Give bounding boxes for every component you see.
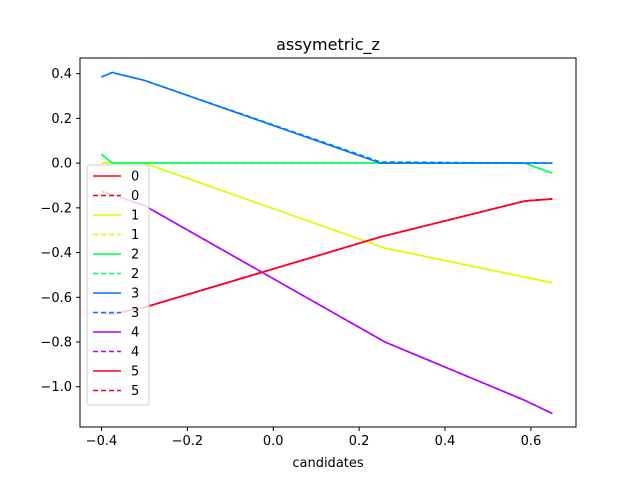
x-axis-label: candidates <box>292 456 364 471</box>
y-tick-label: −0.2 <box>40 201 72 216</box>
legend-label: 1 <box>131 209 139 224</box>
y-tick-label: 0.2 <box>51 112 72 127</box>
series-line-3-dashed <box>101 71 553 164</box>
y-tick-label: −0.4 <box>40 246 72 261</box>
series-line-2-dashed <box>100 153 553 174</box>
legend-label: 1 <box>131 228 139 243</box>
legend: 0 0 1 1 2 2 3 3 4 4 5 5 <box>86 164 150 406</box>
x-tick-label: 0.0 <box>263 434 284 449</box>
legend-box <box>86 164 150 406</box>
legend-label: 0 <box>131 189 139 204</box>
legend-label: 3 <box>131 306 139 321</box>
x-tick-label: 0.4 <box>435 434 456 449</box>
legend-label: 5 <box>131 365 139 380</box>
x-tick-label: −0.2 <box>172 434 204 449</box>
y-tick-label: 0.0 <box>51 157 72 172</box>
legend-label: 2 <box>131 248 139 263</box>
legend-label: 2 <box>131 267 139 282</box>
series-line-4-dashed <box>101 190 553 415</box>
y-tick-label: −0.8 <box>40 336 72 351</box>
plot-frame <box>79 57 577 428</box>
legend-label: 0 <box>131 170 139 185</box>
legend-label: 4 <box>131 326 139 341</box>
legend-label: 4 <box>131 345 139 360</box>
x-tick-label: 0.2 <box>349 434 370 449</box>
y-tick-label: 0.4 <box>51 67 72 82</box>
chart-title: assymetric_z <box>276 35 380 55</box>
y-tick-label: −0.6 <box>40 291 72 306</box>
x-tick-label: −0.4 <box>86 434 118 449</box>
y-tick-label: −1.0 <box>40 380 72 395</box>
x-tick-label: 0.6 <box>521 434 542 449</box>
legend-label: 3 <box>131 287 139 302</box>
y-axis: 0.4 0.2 0.0 −0.2 −0.4 −0.6 −0.8 −1.0 <box>40 67 80 395</box>
x-axis: −0.4 −0.2 0.0 0.2 0.4 0.6 <box>86 427 542 449</box>
legend-label: 5 <box>131 384 139 399</box>
